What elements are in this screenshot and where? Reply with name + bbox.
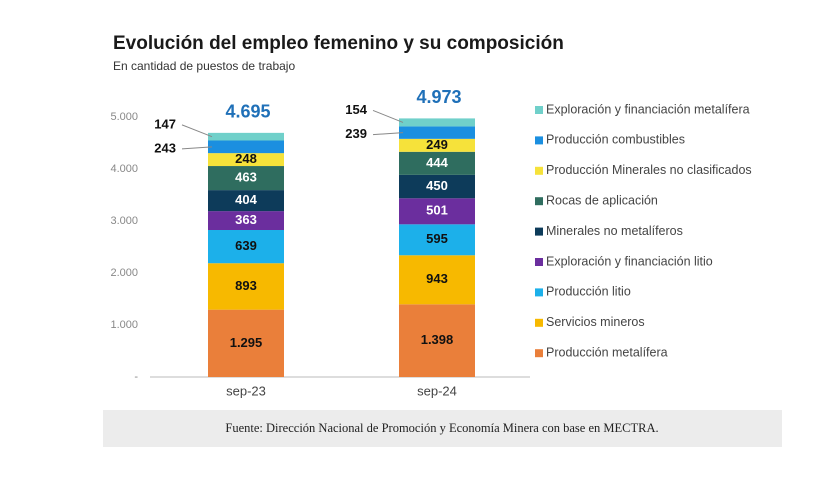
y-tick-label: 3.000 xyxy=(110,215,138,227)
leader-line xyxy=(181,146,213,150)
value-label: 248 xyxy=(235,151,257,166)
value-label: 463 xyxy=(235,170,257,185)
value-label: 363 xyxy=(235,212,257,227)
value-label: 249 xyxy=(426,137,448,152)
bar-segment xyxy=(399,198,475,225)
bar-segment xyxy=(399,304,475,377)
bar-segment xyxy=(399,126,475,139)
bar-segment xyxy=(208,166,284,191)
legend-label: Minerales no metalíferos xyxy=(546,224,683,238)
x-tick-label: sep-23 xyxy=(226,383,266,398)
legend-label: Servicios mineros xyxy=(546,315,645,329)
leader-line xyxy=(181,124,213,138)
value-label: 943 xyxy=(426,271,448,286)
value-label: 1.295 xyxy=(230,335,263,350)
value-label: 893 xyxy=(235,278,257,293)
y-tick-label: - xyxy=(134,371,138,383)
legend-swatch xyxy=(535,136,543,145)
legend-label: Producción Minerales no clasificados xyxy=(546,163,752,177)
y-tick-label: 4.000 xyxy=(110,163,138,175)
bar-segment xyxy=(399,224,475,256)
value-label: 147 xyxy=(154,116,176,131)
total-label: 4.695 xyxy=(225,102,270,122)
value-label: 595 xyxy=(426,231,448,246)
value-label: 639 xyxy=(235,238,257,253)
legend-label: Rocas de aplicación xyxy=(546,193,658,207)
legend-label: Producción litio xyxy=(546,285,631,299)
source-box xyxy=(103,410,782,447)
value-label: 154 xyxy=(345,102,367,117)
value-label: 444 xyxy=(426,155,448,170)
bar-segment xyxy=(399,118,475,127)
legend-swatch xyxy=(535,106,543,114)
legend-swatch xyxy=(535,197,543,206)
bar-segment xyxy=(208,132,284,141)
y-tick-label: 2.000 xyxy=(110,267,138,279)
chart-title: Evolución del empleo femenino y su compo… xyxy=(113,33,564,54)
leader-line xyxy=(372,109,404,123)
y-tick-label: 5.000 xyxy=(110,111,138,123)
bar-segment xyxy=(399,255,475,305)
leader-line xyxy=(372,132,404,136)
bar-segment xyxy=(399,151,475,175)
value-label: 243 xyxy=(154,140,176,155)
legend-label: Exploración y financiación metalífera xyxy=(546,102,750,116)
value-label: 404 xyxy=(235,192,257,207)
y-tick-label: 1.000 xyxy=(110,319,138,331)
legend-swatch xyxy=(535,258,543,266)
legend-label: Exploración y financiación litio xyxy=(546,254,713,268)
value-label: 1.398 xyxy=(421,332,454,347)
chart-subtitle: En cantidad de puestos de trabajo xyxy=(113,59,295,73)
bar-segment xyxy=(208,263,284,310)
value-label: 239 xyxy=(345,126,367,141)
value-label: 450 xyxy=(426,178,448,193)
bar-segment xyxy=(208,229,284,264)
value-label: 501 xyxy=(426,203,448,218)
legend-swatch xyxy=(535,227,543,236)
legend-label: Producción combustibles xyxy=(546,133,685,147)
legend-swatch xyxy=(535,166,543,175)
legend-swatch xyxy=(535,318,543,327)
x-tick-label: sep-24 xyxy=(417,383,457,398)
bar-segment xyxy=(208,153,284,167)
legend-swatch xyxy=(535,349,543,358)
bar-segment xyxy=(208,211,284,230)
bar-segment xyxy=(399,138,475,152)
bar-segment xyxy=(208,309,284,377)
total-label: 4.973 xyxy=(416,87,461,107)
bar-segment xyxy=(208,140,284,154)
source: Fuente: Dirección Nacional de Promoción … xyxy=(225,421,658,435)
bar-segment xyxy=(208,190,284,212)
bar-segment xyxy=(399,174,475,199)
legend-label: Producción metalífera xyxy=(546,345,668,359)
legend-swatch xyxy=(535,288,543,297)
